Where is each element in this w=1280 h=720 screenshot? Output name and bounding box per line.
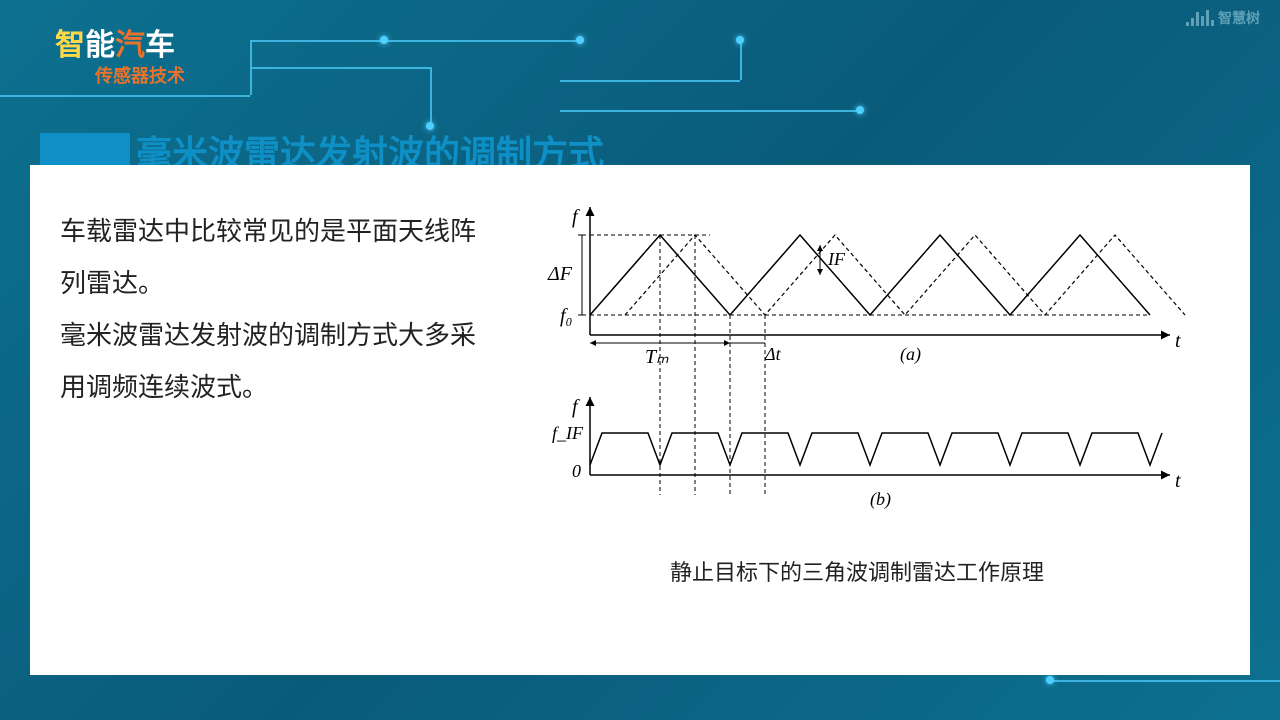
circuit-decoration: [0, 95, 250, 97]
slide-content: 车载雷达中比较常见的是平面天线阵列雷达。 毫米波雷达发射波的调制方式大多采用调频…: [30, 165, 1250, 675]
svg-text:f: f: [572, 206, 580, 228]
svg-text:0: 0: [572, 461, 581, 481]
svg-text:f_IF: f_IF: [552, 423, 584, 443]
svg-text:f₀: f₀: [560, 305, 573, 327]
diagram-caption: 静止目标下的三角波调制雷达工作原理: [670, 555, 1044, 587]
svg-text:t: t: [1175, 470, 1181, 492]
title-accent-block: [40, 133, 130, 169]
watermark-text: 智慧树: [1218, 8, 1260, 28]
svg-text:f: f: [572, 396, 580, 418]
diagram-figure: f t ΔF f₀: [520, 205, 1230, 550]
course-logo: 智能汽车 传感器技术: [55, 20, 185, 88]
svg-text:(a): (a): [900, 344, 921, 365]
svg-text:t: t: [1175, 330, 1181, 352]
body-text: 车载雷达中比较常见的是平面天线阵列雷达。 毫米波雷达发射波的调制方式大多采用调频…: [60, 205, 500, 550]
fmcw-diagram: f t ΔF f₀: [520, 205, 1200, 545]
svg-text:ΔF: ΔF: [547, 263, 573, 285]
course-subtitle: 传感器技术: [95, 62, 185, 88]
svg-text:(b): (b): [870, 489, 891, 510]
svg-text:Tₘ: Tₘ: [645, 346, 669, 368]
svg-text:Δt: Δt: [764, 344, 782, 364]
paragraph-2: 毫米波雷达发射波的调制方式大多采用调频连续波式。: [60, 309, 500, 413]
platform-watermark: 智慧树: [1186, 8, 1260, 28]
watermark-bars-icon: [1186, 10, 1214, 26]
svg-text:IF: IF: [827, 249, 846, 269]
paragraph-1: 车载雷达中比较常见的是平面天线阵列雷达。: [60, 205, 500, 309]
